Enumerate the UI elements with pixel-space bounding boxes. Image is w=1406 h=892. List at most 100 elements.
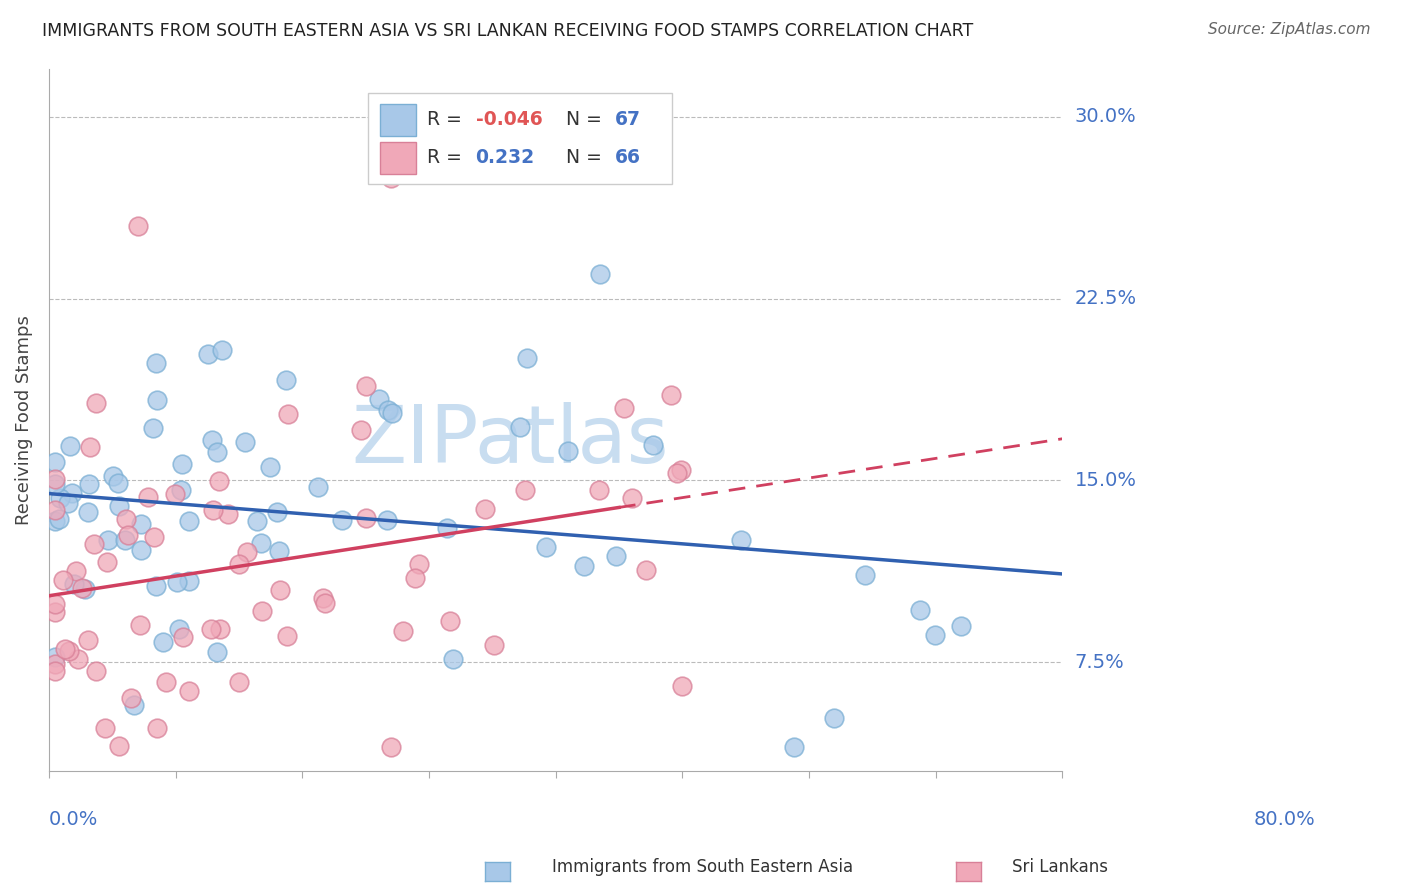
FancyBboxPatch shape bbox=[368, 93, 672, 185]
Point bbox=[330, 513, 353, 527]
Point bbox=[482, 638, 505, 652]
Point bbox=[129, 542, 152, 557]
Point bbox=[177, 515, 200, 529]
Text: 30.0%: 30.0% bbox=[1074, 107, 1136, 127]
Text: N =: N = bbox=[554, 148, 607, 168]
Point bbox=[66, 652, 89, 666]
Point bbox=[52, 573, 75, 587]
Point bbox=[665, 466, 688, 480]
Point bbox=[44, 664, 66, 678]
Point bbox=[950, 619, 973, 633]
Point bbox=[200, 622, 222, 636]
Point bbox=[236, 545, 259, 559]
Point bbox=[557, 443, 579, 458]
Text: ZIPat: ZIPat bbox=[352, 402, 555, 480]
Point bbox=[853, 568, 876, 582]
Text: 22.5%: 22.5% bbox=[1074, 289, 1136, 309]
Point bbox=[145, 578, 167, 592]
Point bbox=[276, 629, 298, 643]
Y-axis label: Receiving Food Stamps: Receiving Food Stamps bbox=[15, 315, 32, 524]
Point bbox=[136, 491, 159, 505]
Point bbox=[634, 563, 657, 577]
Point bbox=[96, 555, 118, 569]
Point bbox=[572, 558, 595, 573]
Point bbox=[107, 475, 129, 490]
Point bbox=[252, 604, 274, 618]
Point bbox=[367, 392, 389, 406]
Point bbox=[122, 698, 145, 713]
Point bbox=[218, 507, 240, 521]
Point bbox=[145, 356, 167, 370]
Point bbox=[84, 396, 107, 410]
Text: Source: ZipAtlas.com: Source: ZipAtlas.com bbox=[1208, 22, 1371, 37]
Point bbox=[76, 505, 98, 519]
Point bbox=[276, 374, 298, 388]
Text: 67: 67 bbox=[614, 111, 641, 129]
Text: 0.232: 0.232 bbox=[475, 148, 534, 168]
Point bbox=[152, 635, 174, 649]
Bar bbox=[381, 142, 416, 174]
Point bbox=[269, 582, 291, 597]
Point bbox=[669, 463, 692, 477]
Point bbox=[312, 591, 335, 606]
Point bbox=[228, 674, 250, 689]
Point bbox=[307, 480, 329, 494]
Point bbox=[172, 630, 194, 644]
Point bbox=[114, 512, 136, 526]
Point bbox=[356, 379, 378, 393]
Point bbox=[924, 628, 946, 642]
Point bbox=[94, 721, 117, 735]
Point bbox=[44, 605, 66, 619]
Point bbox=[58, 439, 80, 453]
Point bbox=[60, 485, 83, 500]
Point bbox=[208, 474, 231, 488]
Text: N =: N = bbox=[554, 111, 607, 129]
Text: Sri Lankans: Sri Lankans bbox=[1012, 858, 1108, 876]
Text: Immigrants from South Eastern Asia: Immigrants from South Eastern Asia bbox=[553, 858, 853, 876]
Point bbox=[207, 445, 229, 459]
Point bbox=[197, 346, 219, 360]
Point bbox=[659, 388, 682, 402]
Point bbox=[404, 570, 426, 584]
Point bbox=[350, 423, 373, 437]
Point bbox=[73, 582, 96, 596]
Point bbox=[201, 503, 224, 517]
Point bbox=[129, 517, 152, 532]
Point bbox=[44, 477, 66, 491]
Point bbox=[169, 622, 191, 636]
Point bbox=[380, 739, 402, 754]
Text: IMMIGRANTS FROM SOUTH EASTERN ASIA VS SRI LANKAN RECEIVING FOOD STAMPS CORRELATI: IMMIGRANTS FROM SOUTH EASTERN ASIA VS SR… bbox=[42, 22, 973, 40]
Point bbox=[380, 170, 402, 185]
Point bbox=[381, 406, 404, 420]
Point bbox=[474, 501, 496, 516]
Text: 15.0%: 15.0% bbox=[1074, 471, 1136, 490]
Point bbox=[613, 401, 636, 416]
Point bbox=[142, 421, 165, 435]
Point bbox=[97, 533, 120, 547]
Point bbox=[44, 649, 66, 664]
Point bbox=[166, 575, 188, 590]
Text: R =: R = bbox=[427, 148, 468, 168]
Point bbox=[823, 711, 845, 725]
Point bbox=[44, 472, 66, 486]
Point bbox=[908, 602, 931, 616]
Point bbox=[170, 457, 193, 471]
Point bbox=[77, 476, 100, 491]
Point bbox=[44, 597, 66, 611]
Text: las: las bbox=[555, 402, 669, 480]
Point bbox=[108, 499, 131, 513]
Point bbox=[170, 483, 193, 498]
Point bbox=[48, 511, 70, 525]
Point bbox=[142, 530, 165, 544]
Bar bbox=[381, 104, 416, 136]
Point bbox=[391, 624, 413, 639]
Point bbox=[108, 739, 131, 754]
Point bbox=[44, 502, 66, 516]
Point bbox=[127, 219, 149, 233]
Point bbox=[228, 557, 250, 571]
Point bbox=[509, 420, 531, 434]
Text: 7.5%: 7.5% bbox=[1074, 653, 1125, 672]
Point bbox=[516, 351, 538, 365]
Point bbox=[146, 721, 169, 735]
Point bbox=[235, 434, 257, 449]
